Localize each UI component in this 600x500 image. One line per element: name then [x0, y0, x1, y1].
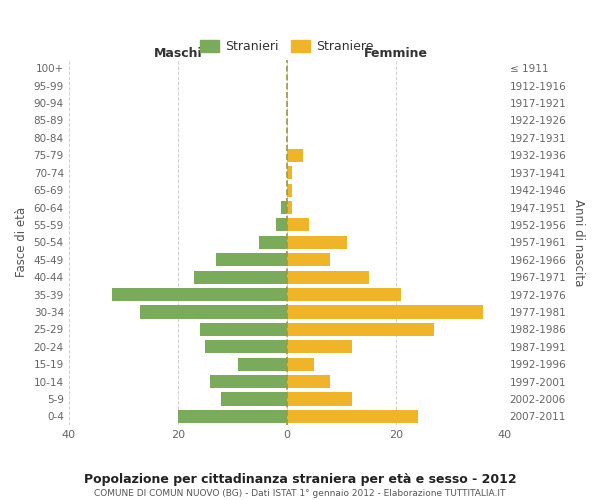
Bar [216, 253, 287, 266]
Text: Maschi: Maschi [154, 46, 202, 60]
Bar [194, 270, 287, 283]
Bar [287, 323, 434, 336]
Bar [287, 201, 292, 214]
Bar [140, 306, 287, 318]
Bar [287, 236, 347, 249]
Bar [276, 218, 287, 232]
Bar [200, 323, 287, 336]
Bar [287, 375, 331, 388]
Bar [281, 201, 287, 214]
Bar [287, 184, 292, 196]
Bar [287, 392, 352, 406]
Bar [287, 270, 368, 283]
Text: Popolazione per cittadinanza straniera per età e sesso - 2012: Popolazione per cittadinanza straniera p… [83, 472, 517, 486]
Bar [287, 218, 308, 232]
Bar [287, 410, 418, 423]
Bar [205, 340, 287, 353]
Text: COMUNE DI COMUN NUOVO (BG) - Dati ISTAT 1° gennaio 2012 - Elaborazione TUTTITALI: COMUNE DI COMUN NUOVO (BG) - Dati ISTAT … [94, 489, 506, 498]
Bar [112, 288, 287, 301]
Bar [259, 236, 287, 249]
Bar [238, 358, 287, 370]
Bar [211, 375, 287, 388]
Bar [287, 288, 401, 301]
Y-axis label: Fasce di età: Fasce di età [15, 208, 28, 278]
Bar [178, 410, 287, 423]
Bar [287, 358, 314, 370]
Legend: Stranieri, Straniere: Stranieri, Straniere [196, 36, 377, 57]
Bar [287, 253, 331, 266]
Bar [221, 392, 287, 406]
Text: Femmine: Femmine [364, 46, 428, 60]
Bar [287, 166, 292, 179]
Y-axis label: Anni di nascita: Anni di nascita [572, 198, 585, 286]
Bar [287, 340, 352, 353]
Bar [287, 306, 483, 318]
Bar [287, 149, 303, 162]
